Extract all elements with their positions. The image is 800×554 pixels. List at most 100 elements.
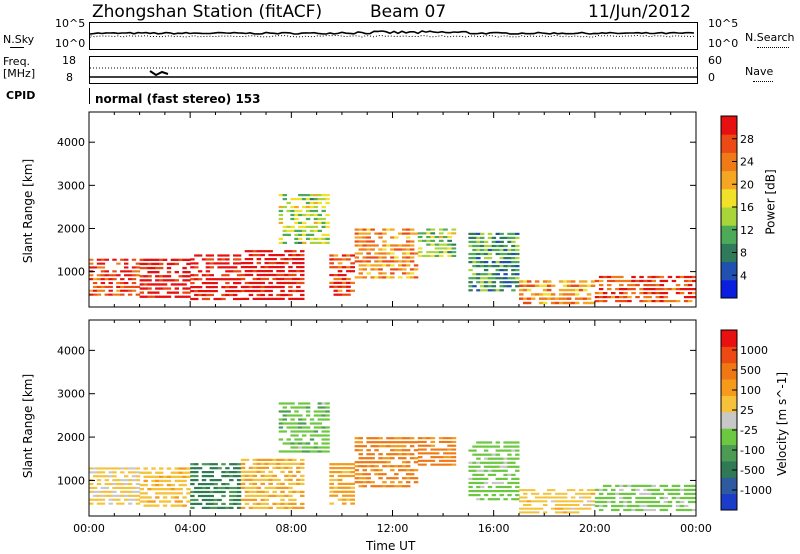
vel-region-7 bbox=[417, 437, 457, 466]
power-region-7 bbox=[417, 228, 457, 257]
velocity-colorbar-swatch-0 bbox=[721, 493, 737, 511]
power-colorbar-tick-label-3: 16 bbox=[740, 201, 754, 214]
time-tick-label-0: 00:00 bbox=[73, 522, 105, 535]
vel-region-0 bbox=[89, 467, 141, 505]
power-colorbar-swatch-0 bbox=[721, 279, 737, 299]
power-ylabel: Slant Range [km] bbox=[21, 158, 36, 264]
velocity-colorbar-tick-label-4: -25 bbox=[740, 424, 758, 437]
velocity-colorbar-swatch-3 bbox=[721, 444, 737, 462]
noise-right-tick-bottom: 10^0 bbox=[708, 37, 739, 50]
velocity-colorbar-swatch-5 bbox=[721, 411, 737, 429]
power-colorbar-swatch-9 bbox=[721, 116, 737, 135]
power-colorbar-tick-label-2: 20 bbox=[740, 178, 754, 191]
time-tick-label-1: 04:00 bbox=[174, 522, 206, 535]
velocity-colorbar-tick-label-7: -1000 bbox=[740, 484, 772, 497]
cpid-tick bbox=[89, 88, 90, 104]
time-tick-label-2: 08:00 bbox=[275, 522, 307, 535]
power-colorbar-tick-label-5: 8 bbox=[740, 247, 747, 260]
power-ytick-label-3: 4000 bbox=[57, 136, 85, 149]
power-colorbar-label: Power [dB] bbox=[763, 169, 778, 235]
time-tick-label-4: 16:00 bbox=[478, 522, 510, 535]
power-colorbar-swatch-5 bbox=[721, 188, 737, 208]
nave-legend-line bbox=[753, 81, 773, 82]
velocity-colorbar-tick-label-3: 25 bbox=[740, 404, 754, 417]
power-region-5 bbox=[329, 254, 355, 296]
vel-region-1 bbox=[139, 467, 191, 507]
vel-ytick-label-1: 2000 bbox=[57, 431, 85, 444]
velocity-colorbar-swatch-4 bbox=[721, 428, 737, 446]
power-ytick-label-0: 1000 bbox=[57, 266, 85, 279]
vel-region-5 bbox=[329, 463, 355, 505]
power-region-8 bbox=[468, 232, 520, 292]
vel-region-10 bbox=[594, 484, 697, 512]
power-colorbar-swatch-3 bbox=[721, 225, 737, 244]
power-colorbar-swatch-8 bbox=[721, 134, 737, 153]
vel-ytick-label-2: 3000 bbox=[57, 388, 85, 401]
velocity-colorbar-tick-label-0: 1000 bbox=[740, 344, 768, 357]
power-region-0 bbox=[89, 258, 141, 296]
power-colorbar: 28 24 20 16 12 8 4 bbox=[720, 115, 754, 299]
power-colorbar-swatch-7 bbox=[721, 152, 737, 172]
time-tick-label-6: 00:00 bbox=[680, 522, 712, 535]
date-label: 11/Jun/2012 bbox=[588, 2, 691, 22]
power-colorbar-tick-label-1: 24 bbox=[740, 156, 754, 169]
freq-trace bbox=[90, 67, 697, 78]
cpid-value: normal (fast stereo) 153 bbox=[95, 92, 261, 106]
vel-ytick-label-3: 4000 bbox=[57, 344, 85, 357]
beam-label: Beam 07 bbox=[370, 2, 447, 22]
time-axis: 00:00 04:00 08:00 12:00 16:00 20:00 00:00 bbox=[73, 522, 712, 535]
velocity-colorbar-swatch-6 bbox=[721, 395, 737, 413]
nave-label: Nave bbox=[745, 65, 774, 78]
power-colorbar-tick-label-6: 4 bbox=[740, 269, 747, 282]
velocity-colorbar-tick-label-6: -500 bbox=[740, 464, 765, 477]
vel-region-6 bbox=[354, 437, 419, 488]
time-axis-label: Time UT bbox=[366, 539, 416, 553]
vel-region-3 bbox=[240, 458, 305, 509]
velocity-colorbar-tick-label-2: 100 bbox=[740, 384, 761, 397]
time-tick-label-3: 12:00 bbox=[377, 522, 409, 535]
power-region-3 bbox=[240, 250, 305, 300]
noise-left-tick-top: 10^5 bbox=[55, 17, 86, 30]
velocity-ylabel: Slant Range [km] bbox=[21, 373, 36, 479]
power-region-2 bbox=[190, 254, 242, 301]
noise-panel bbox=[89, 22, 698, 50]
power-region-6 bbox=[354, 228, 419, 279]
vel-region-9 bbox=[519, 489, 596, 514]
velocity-panel: 1000 2000 3000 4000 bbox=[57, 319, 697, 517]
vel-region-8 bbox=[468, 441, 520, 501]
freq-right-tick-bottom: 0 bbox=[708, 71, 715, 84]
velocity-colorbar-frame bbox=[720, 329, 738, 511]
velocity-colorbar-label: Velocity [m s^-1] bbox=[775, 371, 790, 477]
power-region-4 bbox=[278, 194, 330, 244]
power-colorbar-tick-label-0: 28 bbox=[740, 133, 754, 146]
vel-ytick-label-0: 1000 bbox=[57, 474, 85, 487]
nsearch-label: N.Search bbox=[745, 31, 795, 44]
velocity-colorbar-swatch-1 bbox=[721, 477, 737, 495]
velocity-colorbar: 1000 500 100 25 -25 -100 -500 -1000 bbox=[720, 329, 772, 511]
vel-region-4 bbox=[278, 402, 330, 453]
power-ytick-label-2: 3000 bbox=[57, 179, 85, 192]
power-ytick-label-1: 2000 bbox=[57, 222, 85, 235]
velocity-colorbar-swatch-2 bbox=[721, 460, 737, 478]
power-colorbar-swatch-4 bbox=[721, 207, 737, 226]
vel-plot-frame bbox=[88, 319, 697, 517]
vel-region-2 bbox=[190, 463, 242, 509]
freq-unit-label: [MHz] bbox=[3, 67, 36, 80]
nsky-label: N.Sky bbox=[3, 33, 35, 46]
cpid-label: CPID bbox=[6, 89, 36, 102]
power-panel: 1000 2000 3000 4000 bbox=[57, 111, 697, 308]
freq-left-tick-bottom: 8 bbox=[66, 71, 73, 84]
power-region-9 bbox=[519, 280, 596, 305]
freq-right-tick-top: 60 bbox=[708, 54, 722, 67]
freq-left-tick-top: 18 bbox=[62, 54, 76, 67]
velocity-colorbar-swatch-7 bbox=[721, 379, 737, 396]
velocity-colorbar-swatch-10 bbox=[721, 330, 737, 347]
power-colorbar-swatch-2 bbox=[721, 243, 737, 263]
noise-right-tick-top: 10^5 bbox=[708, 17, 739, 30]
nsky-legend-line bbox=[10, 47, 24, 48]
power-colorbar-swatch-6 bbox=[721, 170, 737, 190]
station-title: Zhongshan Station (fitACF) bbox=[92, 2, 323, 22]
power-colorbar-tick-label-4: 12 bbox=[740, 224, 754, 237]
velocity-colorbar-tick-label-1: 500 bbox=[740, 364, 761, 377]
